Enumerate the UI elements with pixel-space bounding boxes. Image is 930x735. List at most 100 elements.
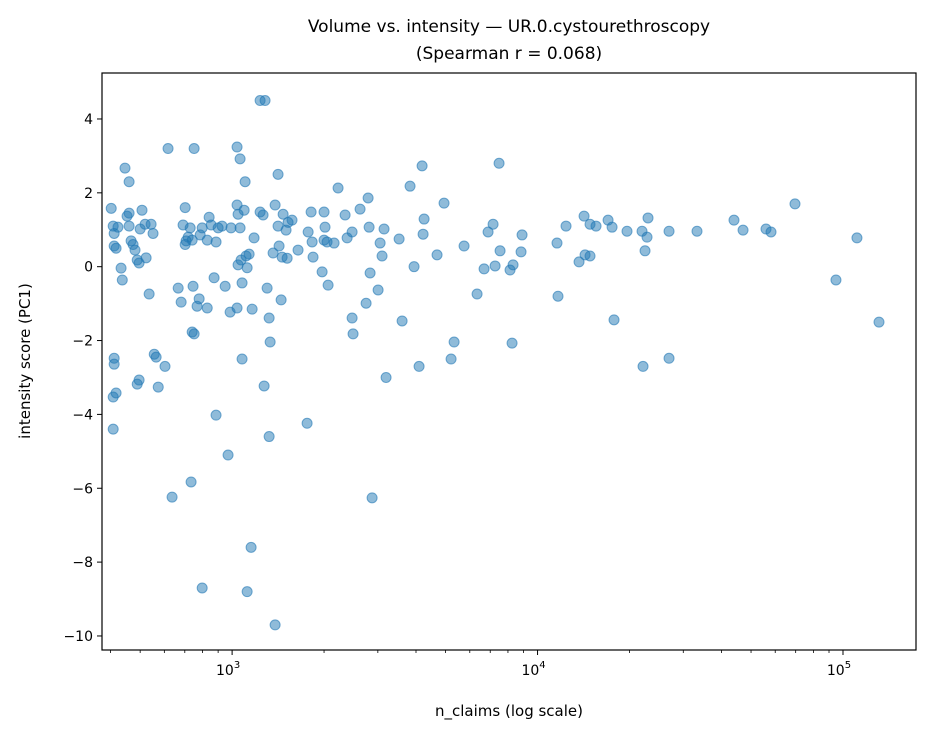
data-point: [188, 328, 200, 340]
x-tick-base: 10: [521, 663, 539, 679]
x-axis: 103 104 105: [110, 650, 851, 679]
data-point: [193, 293, 205, 305]
data-point: [621, 225, 633, 237]
data-point: [145, 218, 157, 230]
data-point: [413, 360, 425, 372]
data-point: [188, 143, 200, 155]
data-point: [225, 222, 237, 234]
data-point: [416, 160, 428, 172]
data-point: [506, 337, 518, 349]
chart-subtitle: (Spearman r = 0.068): [416, 44, 602, 64]
data-point: [307, 251, 319, 263]
data-point: [152, 381, 164, 393]
data-point: [606, 221, 618, 233]
x-tick-label: 105: [827, 660, 851, 679]
data-point: [471, 288, 483, 300]
data-point: [551, 237, 563, 249]
data-point: [458, 240, 470, 252]
data-point: [140, 252, 152, 264]
data-point: [196, 582, 208, 594]
data-point: [241, 262, 253, 274]
data-point: [187, 280, 199, 292]
data-point: [277, 208, 289, 220]
data-point: [328, 237, 340, 249]
data-point: [272, 168, 284, 180]
data-point: [159, 360, 171, 372]
data-point: [236, 277, 248, 289]
data-point: [332, 182, 344, 194]
plot-frame: [101, 72, 917, 651]
data-point: [363, 221, 375, 233]
data-point: [269, 619, 281, 631]
data-point: [110, 387, 122, 399]
chart-title: Volume vs. intensity — UR.0.cystourethro…: [308, 17, 710, 37]
data-point: [608, 314, 620, 326]
data-point: [347, 328, 359, 340]
data-point: [208, 272, 220, 284]
data-point: [573, 256, 585, 268]
data-point: [301, 417, 313, 429]
data-point: [789, 198, 801, 210]
data-point: [234, 222, 246, 234]
y-tick-label: −2: [72, 334, 93, 350]
data-point: [123, 176, 135, 188]
data-point: [231, 141, 243, 153]
data-point: [136, 204, 148, 216]
data-point: [765, 226, 777, 238]
data-point: [175, 296, 187, 308]
data-point: [275, 294, 287, 306]
data-point: [201, 234, 213, 246]
data-point: [494, 245, 506, 257]
y-tick-label: −4: [72, 407, 93, 423]
data-point: [108, 358, 120, 370]
data-point: [364, 267, 376, 279]
data-point: [360, 297, 372, 309]
data-point: [438, 197, 450, 209]
data-point: [234, 153, 246, 165]
data-point: [166, 491, 178, 503]
y-tick-label: −6: [72, 481, 93, 497]
data-point: [238, 204, 250, 216]
x-tick-label: 103: [216, 660, 240, 679]
data-point: [346, 312, 358, 324]
data-point: [372, 284, 384, 296]
data-point: [851, 232, 863, 244]
data-point: [254, 206, 266, 218]
data-point: [396, 315, 408, 327]
data-point: [493, 157, 505, 169]
y-tick-label: 2: [84, 186, 93, 202]
data-point: [306, 236, 318, 248]
data-point: [362, 192, 374, 204]
data-point: [246, 303, 258, 315]
data-point: [261, 282, 273, 294]
data-point: [830, 274, 842, 286]
data-point: [431, 249, 443, 261]
x-tick-exponent: 3: [234, 660, 240, 671]
data-point: [179, 202, 191, 214]
data-point: [231, 302, 243, 314]
data-point: [110, 242, 122, 254]
data-point: [578, 210, 590, 222]
data-point: [245, 541, 257, 553]
data-point: [417, 228, 429, 240]
data-point: [267, 247, 279, 259]
x-axis-label: n_claims (log scale): [435, 702, 583, 721]
data-point: [112, 221, 124, 233]
data-point: [418, 213, 430, 225]
data-point: [376, 250, 388, 262]
data-point: [107, 423, 119, 435]
data-point: [281, 252, 293, 264]
data-point: [663, 225, 675, 237]
data-point: [354, 203, 366, 215]
data-point: [186, 234, 198, 246]
data-point: [123, 220, 135, 232]
data-point: [378, 223, 390, 235]
data-point: [445, 353, 457, 365]
data-point: [404, 180, 416, 192]
x-tick-base: 10: [827, 663, 845, 679]
data-point: [264, 336, 276, 348]
data-point: [236, 353, 248, 365]
data-point: [590, 220, 602, 232]
data-point: [487, 218, 499, 230]
